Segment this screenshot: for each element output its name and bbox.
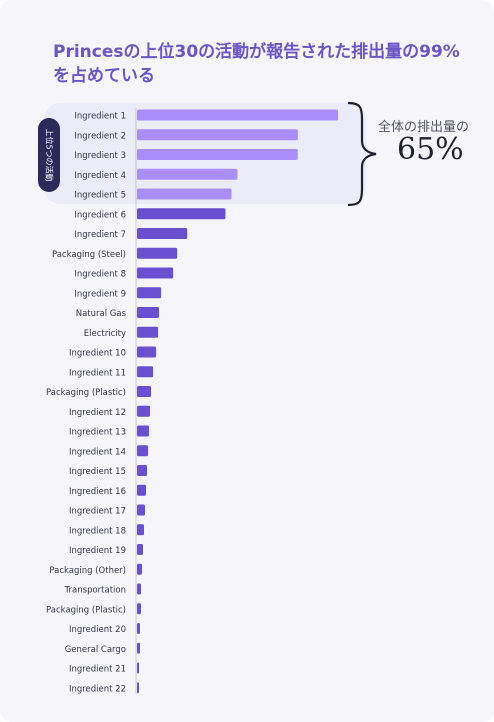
bar-1: [137, 109, 338, 121]
bar-20: [137, 484, 147, 496]
bar-4: [137, 168, 238, 180]
category-label-19: Ingredient 15: [69, 467, 126, 477]
category-label-17: Ingredient 13: [69, 428, 126, 438]
top5-share-value: 65%: [397, 132, 464, 167]
top5-share-label: 全体の排出量の: [378, 120, 470, 135]
bar-17: [137, 425, 150, 437]
category-label-4: Ingredient 4: [74, 171, 126, 181]
category-label-18: Ingredient 14: [69, 447, 126, 457]
bar-21: [137, 504, 146, 516]
category-label-23: Ingredient 19: [69, 546, 126, 556]
bar-9: [137, 267, 174, 279]
category-label-27: Ingredient 20: [69, 625, 126, 635]
category-label-24: Packaging (Other): [49, 566, 126, 576]
bar-16: [137, 405, 151, 417]
category-label-29: Ingredient 21: [69, 665, 126, 675]
category-label-11: Natural Gas: [76, 309, 127, 319]
category-label-14: Ingredient 11: [69, 368, 126, 378]
bar-19: [137, 465, 148, 476]
bar-2: [137, 129, 298, 141]
bar-30: [137, 682, 140, 694]
bar-7: [137, 228, 188, 239]
category-label-1: Ingredient 1: [74, 112, 126, 122]
bar-28: [137, 642, 141, 654]
chart-title: Princesの上位30の活動が報告された排出量の99%を占めている: [53, 42, 460, 86]
bar-26: [137, 603, 142, 615]
bar-23: [137, 544, 144, 555]
category-label-8: Packaging (Steel): [52, 250, 126, 260]
category-label-9: Ingredient 8: [74, 270, 126, 280]
bar-10: [137, 287, 162, 299]
bar-24: [137, 563, 143, 575]
bar-22: [137, 524, 145, 536]
category-label-7: Ingredient 7: [74, 230, 126, 240]
category-label-25: Transportation: [64, 586, 126, 596]
category-label-5: Ingredient 5: [74, 191, 126, 201]
bar-5: [137, 188, 232, 200]
bar-8: [137, 247, 178, 259]
category-label-3: Ingredient 3: [74, 151, 126, 161]
brace-icon: [347, 101, 377, 207]
category-label-16: Ingredient 12: [69, 408, 126, 418]
bar-12: [137, 326, 159, 338]
category-label-30: Ingredient 22: [69, 684, 126, 694]
top5-badge: 上位5つの活動: [38, 118, 60, 192]
bar-14: [137, 366, 154, 378]
bar-25: [137, 583, 142, 595]
bar-15: [137, 386, 152, 397]
category-label-6: Ingredient 6: [74, 210, 126, 220]
category-label-22: Ingredient 18: [69, 526, 126, 536]
bar-29: [137, 662, 140, 674]
bar-27: [137, 623, 141, 634]
category-label-28: General Cargo: [65, 645, 126, 655]
category-label-15: Packaging (Plastic): [46, 388, 126, 398]
category-label-2: Ingredient 2: [74, 131, 126, 141]
bar-13: [137, 346, 157, 358]
category-label-13: Ingredient 10: [69, 349, 126, 359]
bar-18: [137, 445, 149, 457]
bar-11: [137, 307, 160, 318]
category-label-26: Packaging (Plastic): [46, 605, 126, 615]
category-label-21: Ingredient 17: [69, 507, 126, 517]
category-label-12: Electricity: [84, 329, 126, 339]
category-label-10: Ingredient 9: [74, 289, 126, 299]
bar-6: [137, 208, 226, 220]
category-label-20: Ingredient 16: [69, 487, 126, 497]
bar-3: [137, 149, 298, 160]
